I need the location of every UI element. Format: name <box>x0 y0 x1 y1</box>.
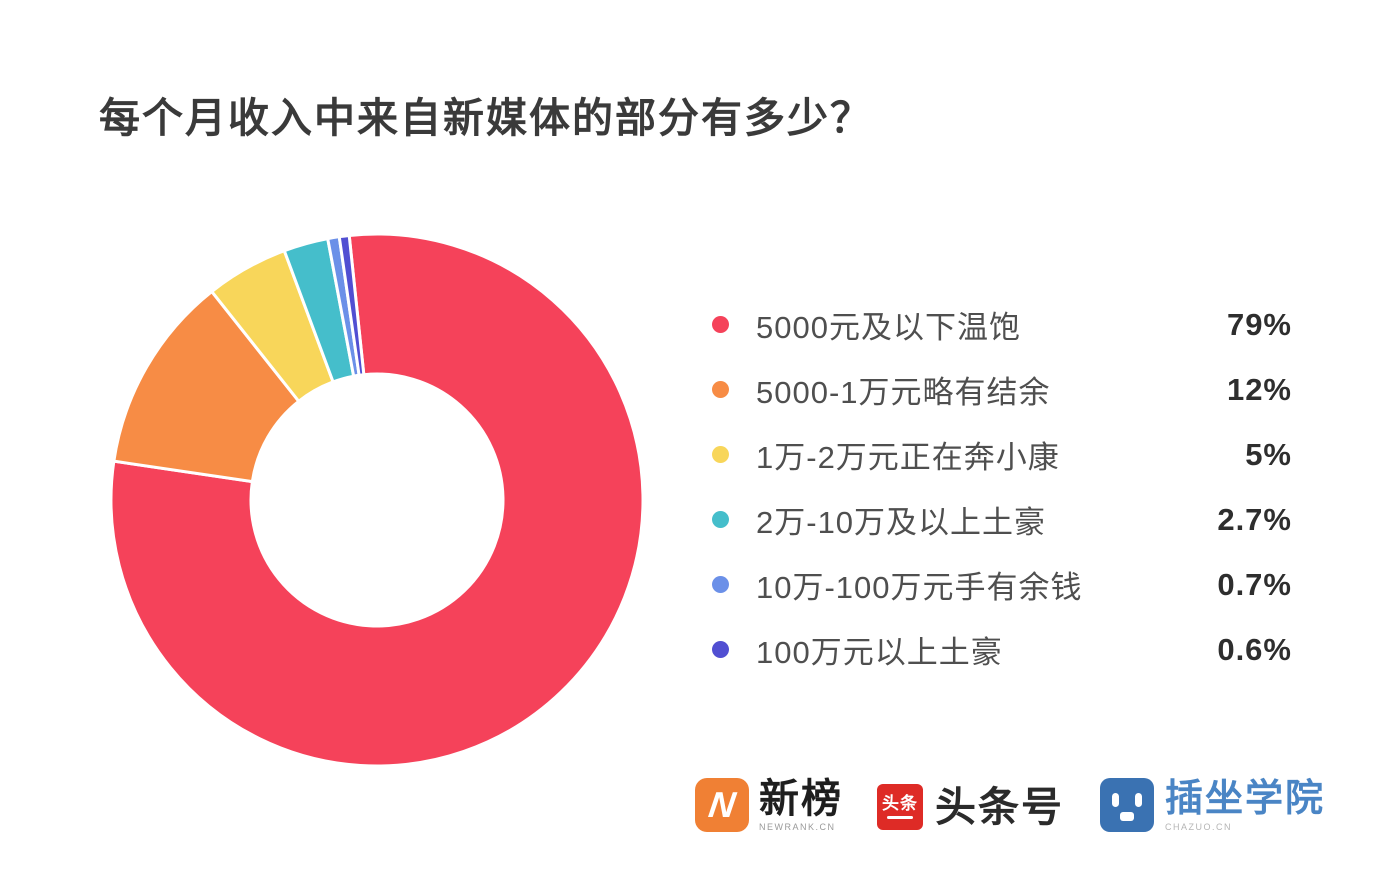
chazuo-face-mouth <box>1120 812 1134 821</box>
legend-color-dot <box>712 316 729 333</box>
legend-color-dot <box>712 511 729 528</box>
donut-slice-6 <box>337 233 366 377</box>
toutiao-badge-text: 头条 <box>882 794 918 813</box>
legend-label: 5000元及以下温饱 <box>756 310 1021 345</box>
newrank-wordmark: 新榜 <box>759 777 843 821</box>
legend-color-dot <box>712 446 729 463</box>
chazuo-face-eye <box>1135 793 1142 807</box>
chart-legend: 5000元及以下温饱 79% 5000-1万元略有结余 12% 1万-2万元正在奔小康 5… <box>712 292 1292 682</box>
chazuo-wordmark: 插坐学院 <box>1165 778 1326 820</box>
toutiao-wordmark: 头条号 <box>935 784 1064 830</box>
donut-slice-1 <box>109 232 645 768</box>
chazuo-face-eye <box>1112 793 1119 807</box>
legend-label: 10万-100万元手有余钱 <box>756 570 1083 605</box>
newrank-n-glyph: N <box>706 784 738 825</box>
legend-item: 5000元及以下温饱 79% <box>712 292 1292 357</box>
chart-title: 每个月收入中来自新媒体的部分有多少？ <box>99 95 873 141</box>
legend-item: 100万元以上土豪 0.6% <box>712 617 1292 682</box>
newrank-logo: N 新榜 NEWRANK.CN <box>695 778 843 832</box>
legend-item: 1万-2万元正在奔小康 5% <box>712 422 1292 487</box>
donut-svg <box>109 232 645 768</box>
chazuo-face-icon <box>1100 778 1154 832</box>
legend-value: 12% <box>1226 371 1292 407</box>
chazuo-domain: CHAZUO.CN <box>1165 822 1232 832</box>
newrank-icon: N <box>695 778 749 832</box>
legend-value: 2.7% <box>1217 501 1292 537</box>
legend-label: 1万-2万元正在奔小康 <box>756 440 1060 475</box>
legend-value: 5% <box>1245 436 1292 472</box>
legend-label: 100万元以上土豪 <box>756 635 1003 670</box>
legend-value: 0.6% <box>1217 631 1292 667</box>
legend-color-dot <box>712 641 729 658</box>
legend-item: 5000-1万元略有结余 12% <box>712 357 1292 422</box>
newrank-domain: NEWRANK.CN <box>759 822 836 832</box>
legend-value: 79% <box>1226 306 1292 342</box>
toutiao-icon: 头条 <box>877 784 923 830</box>
toutiao-badge-bar <box>887 816 913 819</box>
legend-color-dot <box>712 381 729 398</box>
legend-item: 2万-10万及以上土豪 2.7% <box>712 487 1292 552</box>
legend-color-dot <box>712 576 729 593</box>
chazuo-logo: 插坐学院 CHAZUO.CN <box>1100 778 1325 832</box>
legend-value: 0.7% <box>1217 566 1292 602</box>
toutiao-logo: 头条 头条号 <box>877 784 1064 830</box>
legend-label: 2万-10万及以上土豪 <box>756 505 1047 540</box>
legend-item: 10万-100万元手有余钱 0.7% <box>712 552 1292 617</box>
donut-chart <box>97 220 657 780</box>
legend-label: 5000-1万元略有结余 <box>756 375 1051 410</box>
